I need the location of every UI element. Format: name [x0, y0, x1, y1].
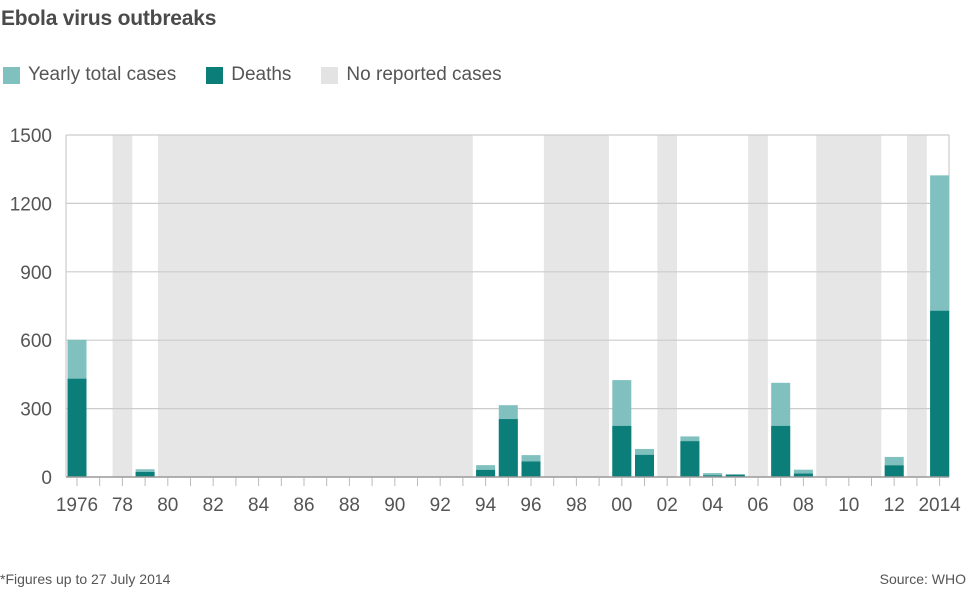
no-cases-band — [748, 135, 768, 477]
bar-deaths — [135, 471, 155, 477]
bar-deaths — [930, 310, 950, 477]
bar-deaths — [725, 474, 745, 477]
bar-total-cases — [703, 473, 723, 477]
x-tick-label: 04 — [702, 495, 724, 516]
bar-deaths — [771, 425, 791, 477]
x-tick-label: 86 — [293, 495, 314, 516]
x-tick-label: 80 — [157, 495, 178, 516]
bar-deaths — [884, 465, 904, 477]
legend-label-deaths: Deaths — [231, 64, 292, 85]
legend-swatch-no-cases — [321, 66, 339, 84]
legend-item-no-cases: No reported cases — [321, 64, 502, 86]
source-credit: Source: WHO — [879, 571, 966, 587]
y-tick-label: 300 — [20, 400, 52, 421]
bars — [67, 175, 950, 477]
x-tick-label: 78 — [112, 495, 133, 516]
no-cases-band — [543, 135, 609, 477]
bar-deaths — [703, 475, 723, 477]
x-tick-label: 92 — [430, 495, 451, 516]
x-tick-label: 90 — [384, 495, 405, 516]
legend-swatch-cases — [3, 66, 20, 84]
chart-title: Ebola virus outbreaks — [1, 7, 217, 30]
y-tick-label: 1500 — [10, 126, 52, 147]
no-cases-band — [157, 135, 473, 477]
bar-deaths — [521, 461, 541, 477]
no-cases-band — [112, 135, 133, 477]
x-tick-label: 96 — [520, 495, 541, 516]
footnote: *Figures up to 27 July 2014 — [0, 571, 171, 587]
bar-deaths — [793, 473, 813, 477]
y-tick-label: 900 — [20, 263, 52, 284]
x-tick-label: 1976 — [56, 495, 98, 516]
bar-deaths — [680, 441, 700, 477]
x-tick-label: 06 — [747, 495, 768, 516]
no-cases-band — [816, 135, 882, 477]
legend-label-cases: Yearly total cases — [28, 64, 177, 85]
x-tick-label: 94 — [475, 495, 497, 516]
y-tick-label: 0 — [41, 468, 52, 489]
legend-label-no-cases: No reported cases — [346, 64, 502, 85]
legend-swatch-deaths — [206, 66, 224, 84]
x-tick-label: 00 — [611, 495, 632, 516]
bar-deaths — [612, 425, 632, 477]
x-tick-label: 08 — [793, 495, 814, 516]
no-cases-bands — [112, 135, 927, 477]
x-tick-label: 98 — [566, 495, 587, 516]
no-cases-band — [907, 135, 927, 477]
bar-deaths — [67, 378, 87, 477]
bar-deaths — [476, 469, 496, 477]
no-cases-band — [657, 135, 678, 477]
x-tick-label: 02 — [657, 495, 678, 516]
x-tick-label: 88 — [339, 495, 360, 516]
bar-deaths — [498, 419, 518, 477]
x-tick-label: 12 — [884, 495, 905, 516]
legend: Yearly total cases Deaths No reported ca… — [3, 64, 532, 86]
legend-item-cases: Yearly total cases — [3, 64, 176, 86]
legend-item-deaths: Deaths — [206, 64, 291, 86]
y-tick-label: 1200 — [10, 194, 52, 215]
x-tick-label: 2014 — [918, 495, 961, 516]
bar-total-cases — [793, 469, 813, 477]
x-tick-label: 10 — [838, 495, 859, 516]
bar-deaths — [635, 454, 654, 477]
x-tick-label: 82 — [203, 495, 224, 516]
x-tick-label: 84 — [248, 495, 270, 516]
y-tick-label: 600 — [20, 331, 52, 352]
